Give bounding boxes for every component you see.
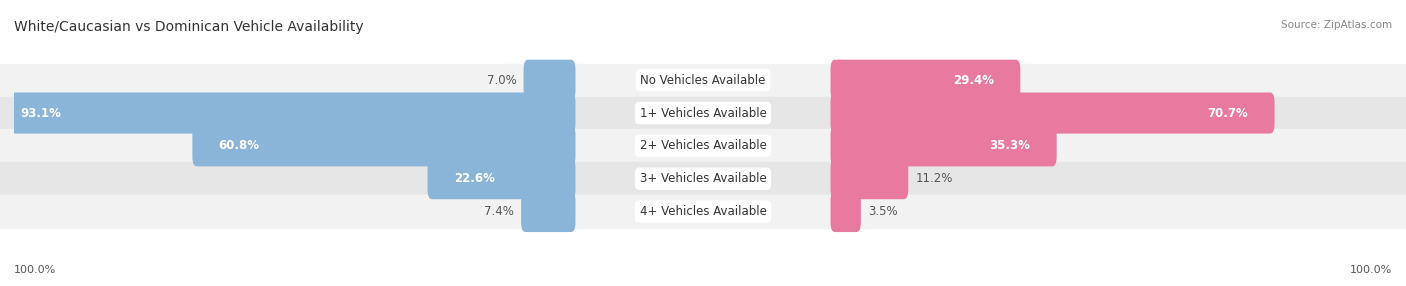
Bar (0, 162, 1406, 195)
Text: No Vehicles Available: No Vehicles Available (640, 74, 766, 87)
Bar (0, 64, 1406, 97)
FancyBboxPatch shape (831, 92, 1275, 134)
Text: 7.0%: 7.0% (486, 74, 516, 87)
Text: 60.8%: 60.8% (219, 139, 260, 152)
FancyBboxPatch shape (831, 191, 860, 232)
Text: 3.5%: 3.5% (868, 205, 898, 218)
Text: 35.3%: 35.3% (990, 139, 1031, 152)
Text: 70.7%: 70.7% (1208, 106, 1249, 120)
Text: 29.4%: 29.4% (953, 74, 994, 87)
Text: 4+ Vehicles Available: 4+ Vehicles Available (640, 205, 766, 218)
Text: 100.0%: 100.0% (14, 265, 56, 275)
Text: 2+ Vehicles Available: 2+ Vehicles Available (640, 139, 766, 152)
Text: 93.1%: 93.1% (20, 106, 60, 120)
FancyBboxPatch shape (427, 158, 575, 199)
FancyBboxPatch shape (0, 92, 575, 134)
Text: 3+ Vehicles Available: 3+ Vehicles Available (640, 172, 766, 185)
Text: 11.2%: 11.2% (915, 172, 953, 185)
Bar (0, 195, 1406, 228)
FancyBboxPatch shape (831, 125, 1057, 166)
FancyBboxPatch shape (523, 60, 575, 101)
Text: 1+ Vehicles Available: 1+ Vehicles Available (640, 106, 766, 120)
Bar (0, 97, 1406, 130)
Text: 22.6%: 22.6% (454, 172, 495, 185)
Bar (0, 130, 1406, 162)
Text: 100.0%: 100.0% (1350, 265, 1392, 275)
FancyBboxPatch shape (522, 191, 575, 232)
Text: Source: ZipAtlas.com: Source: ZipAtlas.com (1281, 20, 1392, 30)
FancyBboxPatch shape (831, 60, 1021, 101)
Text: 7.4%: 7.4% (484, 205, 513, 218)
FancyBboxPatch shape (193, 125, 575, 166)
Text: White/Caucasian vs Dominican Vehicle Availability: White/Caucasian vs Dominican Vehicle Ava… (14, 20, 364, 34)
FancyBboxPatch shape (831, 158, 908, 199)
